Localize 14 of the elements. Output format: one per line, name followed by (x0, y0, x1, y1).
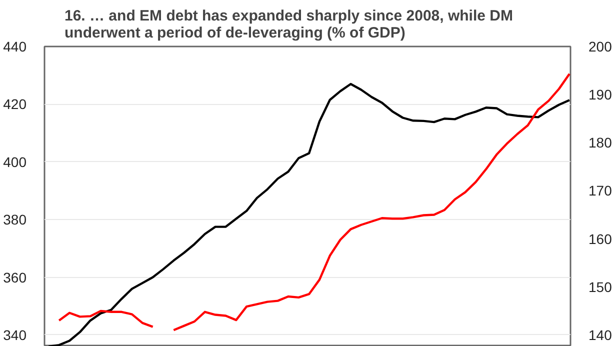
y2-tick-label: 200 (588, 38, 612, 54)
y-tick-label: 380 (3, 212, 27, 228)
y2-tick-label: 140 (588, 326, 612, 343)
y2-tick-label: 160 (588, 230, 612, 247)
y2-tick-label: 170 (588, 182, 612, 199)
chart-title: 16. … and EM debt has expanded sharply since 2008, while DM underwent a period of de-leveraging (% of GDP) (64, 8, 513, 42)
y-tick-label: 360 (3, 269, 27, 286)
y-tick-label: 440 (3, 38, 27, 54)
y2-tick-label: 190 (588, 86, 612, 103)
y-tick-label: 420 (3, 96, 27, 112)
y2-tick-label: 150 (588, 278, 612, 295)
y-tick-label: 400 (3, 154, 27, 170)
y-tick-label: 340 (3, 326, 27, 343)
y2-tick-label: 180 (588, 134, 612, 151)
